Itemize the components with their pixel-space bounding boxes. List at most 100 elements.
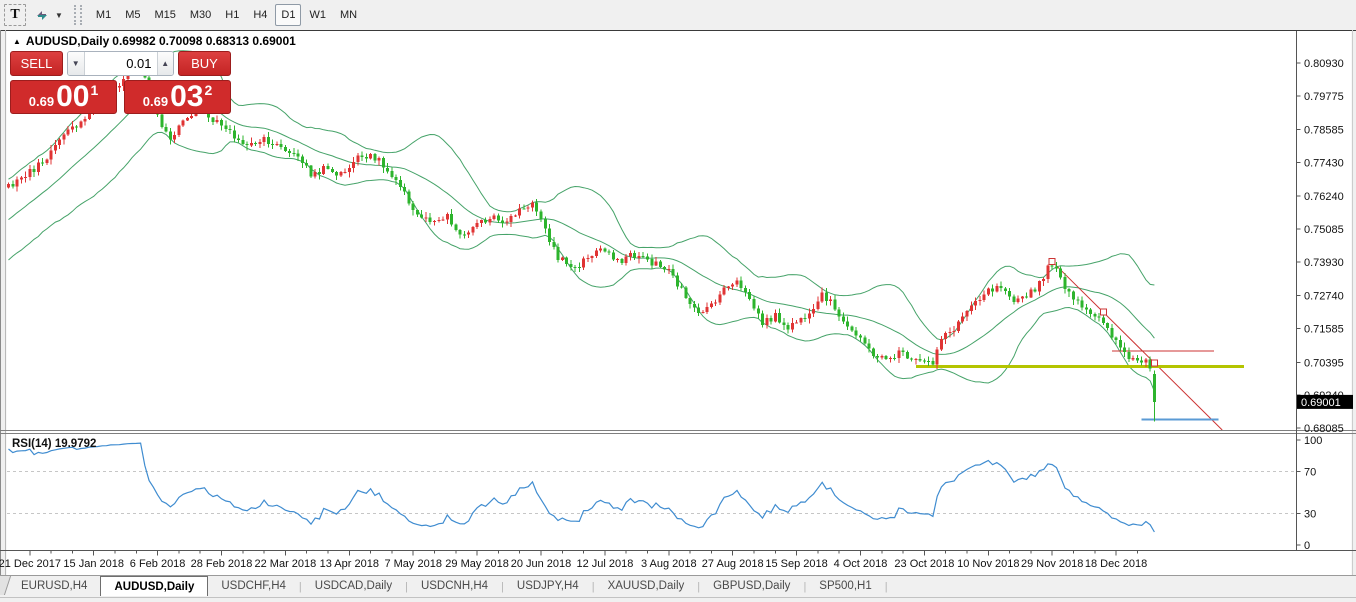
rsi-pane: RSI(14) 19.9792 [0, 438, 1356, 551]
timeframe-buttons: M1 M5 M15 M30 H1 H4 D1 W1 MN [89, 4, 364, 26]
date-axis[interactable]: 21 Dec 2017 15 Jan 2018 6 Feb 2018 28 Feb 2… [0, 550, 1356, 576]
price-chart[interactable]: RSI(14) 19.9792 0.80930 0.79775 0.78585 0.77… [0, 30, 1356, 576]
price-tick-label: 0.71585 [1304, 324, 1344, 336]
volume-stepper: ▼ ▲ [67, 50, 174, 76]
sell-quote-button[interactable]: 0.69 00 1 [10, 80, 117, 114]
timeframe-button-M30[interactable]: M30 [189, 9, 212, 21]
tab-separator: | [803, 580, 807, 593]
date-tick-label: 7 May 2018 [384, 558, 441, 570]
date-tick-label: 4 Oct 2018 [834, 558, 888, 570]
date-tick-label: 28 Feb 2018 [191, 558, 253, 570]
price-tick-label: 0.70395 [1304, 357, 1344, 369]
tab-separator: | [405, 580, 408, 593]
sell-button[interactable]: SELL [10, 50, 63, 76]
date-tick-label: 29 Nov 2018 [1021, 558, 1083, 570]
chart-tab-USDCAD[interactable]: USDCAD,Daily [314, 579, 393, 592]
tab-separator: | [298, 580, 302, 593]
date-tick-label: 18 Dec 2018 [1085, 558, 1147, 570]
timeframe-button-W1[interactable]: W1 [309, 9, 326, 21]
buy-quote-button[interactable]: 0.69 03 2 [124, 80, 231, 114]
date-tick-label: 29 May 2018 [445, 558, 509, 570]
one-click-trade-panel: SELL ▼ ▲ BUY 0.69 00 1 0.69 03 2 [10, 50, 231, 114]
dropdown-caret-icon[interactable]: ▼ [55, 10, 63, 20]
price-tick-label: 0.73930 [1304, 257, 1344, 269]
rsi-indicator-label: RSI(14) 19.9792 [12, 438, 96, 450]
price-tick-label: 0.79775 [1304, 91, 1344, 103]
toolbar: T ▼ M1 M5 M15 M30 H1 H4 D1 W1 MN [0, 0, 1356, 30]
tab-bar-underline [0, 597, 1356, 598]
date-tick-label: 10 Nov 2018 [957, 558, 1019, 570]
timeframe-button-H4[interactable]: H4 [253, 9, 268, 21]
chart-frame [0, 30, 1356, 576]
buy-price-pipette: 2 [204, 82, 213, 98]
date-tick-label: 27 Aug 2018 [702, 558, 764, 570]
cycle-arrows-icon [37, 11, 47, 20]
buy-button[interactable]: BUY [178, 50, 231, 76]
date-tick-label: 13 Apr 2018 [320, 558, 379, 570]
timeframe-button-M15[interactable]: M15 [154, 9, 176, 21]
chart-tab-EURUSD[interactable]: EURUSD,H4 [21, 579, 88, 592]
chart-tab-XAUUSD[interactable]: XAUUSD,Daily [607, 579, 685, 592]
tab-separator: | [501, 580, 504, 593]
chart-tab-AUDUSD[interactable]: AUDUSD,Daily [100, 576, 209, 596]
date-tick-label: 12 Jul 2018 [576, 558, 633, 570]
sell-price-big-digits: 00 [56, 80, 90, 113]
tab-separator: | [697, 580, 701, 593]
timeframe-button-H1[interactable]: H1 [225, 9, 240, 21]
timeframe-button-M5[interactable]: M5 [125, 9, 141, 21]
price-axis[interactable]: 0.80930 0.79775 0.78585 0.77430 0.76240 0.750… [1296, 31, 1344, 552]
price-tick-label: 0.77430 [1304, 157, 1344, 169]
rsi-line [8, 442, 1155, 533]
date-tick-label: 23 Oct 2018 [894, 558, 954, 570]
chart-tab-GBPUSD[interactable]: GBPUSD,Daily [713, 579, 791, 592]
svg-text:0.69001: 0.69001 [1301, 397, 1341, 409]
price-tick-label: 0.72740 [1304, 291, 1344, 303]
pane-splitter[interactable] [0, 430, 1356, 434]
tab-separator: | [884, 580, 888, 593]
tab-separator: | [591, 580, 595, 593]
timeframe-button-M1[interactable]: M1 [95, 9, 112, 21]
chart-tab-USDJPY[interactable]: USDJPY,H4 [516, 579, 579, 592]
buy-price-big-digits: 03 [170, 80, 204, 113]
timeframe-button-D1[interactable]: D1 [275, 4, 302, 26]
chart-tab-bar: EURUSD,H4 AUDUSD,Daily USDCHF,H4 | USDCAD,Da… [0, 576, 1356, 602]
date-tick-label: 22 Mar 2018 [255, 558, 317, 570]
rsi-tick-label: 70 [1304, 467, 1316, 479]
descending-trendline[interactable] [1051, 261, 1223, 431]
toolbar-grip[interactable] [73, 5, 82, 25]
candles [7, 58, 1156, 422]
text-tool-button[interactable]: T [4, 4, 26, 26]
price-tick-label: 0.80930 [1304, 58, 1344, 70]
timeframe-button-MN[interactable]: MN [339, 9, 358, 21]
rsi-tick-label: 100 [1304, 435, 1322, 447]
price-tick-label: 0.68085 [1304, 423, 1344, 435]
rsi-tick-label: 30 [1304, 509, 1316, 521]
buy-price-prefix: 0.69 [142, 94, 169, 109]
chart-title-ohlc: 0.69982 0.70098 0.68313 0.69001 [112, 34, 296, 48]
sell-price-prefix: 0.69 [28, 94, 55, 109]
volume-decrease-button[interactable]: ▼ [68, 51, 85, 75]
collapse-triangle-icon[interactable]: ▲ [13, 37, 21, 46]
chart-tab-USDCNH[interactable]: USDCNH,H4 [420, 579, 489, 592]
date-tick-label: 15 Sep 2018 [765, 558, 827, 570]
trendline-handles[interactable] [1048, 258, 1158, 367]
chart-tab-USDCHF[interactable]: USDCHF,H4 [221, 579, 286, 592]
chart-tab-SP500[interactable]: SP500,H1 [819, 579, 872, 592]
chart-ohlc-title: ▲ AUDUSD,Daily 0.69982 0.70098 0.68313 0.6… [13, 34, 299, 48]
price-tick-label: 0.75085 [1304, 224, 1344, 236]
volume-input[interactable] [84, 51, 157, 75]
price-tick-label: 0.76240 [1304, 191, 1344, 203]
date-tick-label: 21 Dec 2017 [0, 558, 61, 570]
date-tick-label: 3 Aug 2018 [641, 558, 697, 570]
sell-price-pipette: 1 [90, 82, 99, 98]
rsi-tick-label: 0 [1304, 540, 1310, 552]
date-tick-label: 20 Jun 2018 [511, 558, 572, 570]
chart-window: RSI(14) 19.9792 0.80930 0.79775 0.78585 0.77… [0, 30, 1356, 576]
date-tick-label: 6 Feb 2018 [130, 558, 186, 570]
price-tick-label: 0.78585 [1304, 125, 1344, 137]
objects-button[interactable]: ▼ [32, 4, 65, 26]
current-price-tag: 0.69001 [1297, 394, 1353, 409]
chart-title-symbol: AUDUSD,Daily [25, 34, 110, 48]
volume-increase-button[interactable]: ▲ [156, 51, 173, 75]
